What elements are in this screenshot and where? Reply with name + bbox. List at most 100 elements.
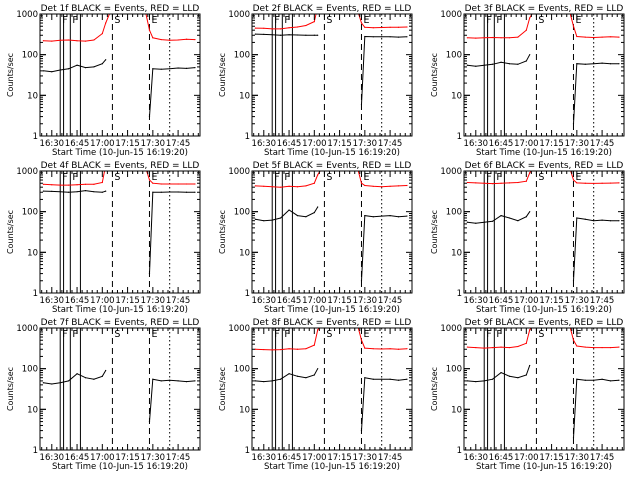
lld-series-point xyxy=(185,183,188,185)
lld-series xyxy=(467,14,619,39)
lld-series-point xyxy=(372,27,374,29)
events-series-point xyxy=(148,115,151,118)
events-series-point xyxy=(508,217,511,219)
lld-series-point xyxy=(313,344,315,346)
lld-series-point xyxy=(263,348,265,351)
lld-series-point xyxy=(360,22,363,24)
y-tick-label: 1 xyxy=(245,446,250,456)
events-series-point xyxy=(280,34,282,36)
x-axis-label: Start Time (10-Jun-15 16:19:20) xyxy=(52,148,188,158)
x-tick-label: 17:45 xyxy=(590,296,615,306)
lld-series xyxy=(255,328,407,351)
events-series-point xyxy=(406,215,408,217)
events-series xyxy=(467,211,619,281)
lld-series-point xyxy=(305,348,307,350)
marker-label-f: F xyxy=(72,172,77,183)
events-series-point xyxy=(288,209,290,211)
events-series-point xyxy=(406,36,408,38)
lld-series-point xyxy=(317,329,319,331)
lld-series-point xyxy=(593,36,595,39)
lld-series-point xyxy=(194,183,196,185)
lld-series-point xyxy=(406,26,408,28)
events-series-point xyxy=(76,191,78,193)
marker-label-f: F xyxy=(62,15,67,26)
events-series-point xyxy=(296,34,299,36)
events-series-point xyxy=(593,379,595,381)
y-axis-label: Counts/sec xyxy=(430,367,439,411)
x-tick-label: 17:00 xyxy=(90,453,115,463)
marker-label-f: F xyxy=(284,329,289,340)
x-tick-label: 17:00 xyxy=(302,453,327,463)
data-area xyxy=(254,328,408,450)
marker-label-f: F xyxy=(62,329,67,340)
events-series-point xyxy=(466,64,468,66)
data-area xyxy=(466,328,620,450)
events-series-point xyxy=(572,437,575,439)
events-series-point xyxy=(84,189,87,192)
x-tick-label: 16:30 xyxy=(464,296,489,306)
lld-series-point xyxy=(280,186,282,188)
lld-series-point xyxy=(42,183,44,185)
lld-series-point xyxy=(59,184,61,186)
events-series-point xyxy=(194,191,196,193)
data-area xyxy=(466,14,620,136)
lld-series-point xyxy=(271,28,273,30)
x-tick-label: 17:30 xyxy=(141,139,166,149)
lld-series-point xyxy=(76,40,78,42)
events-series-point xyxy=(576,217,578,219)
lld-series-point xyxy=(177,183,179,185)
x-tick-label: 16:30 xyxy=(40,296,65,306)
marker-label-s: S xyxy=(114,172,120,183)
lld-series-point xyxy=(160,38,162,41)
lld-series-point xyxy=(609,182,612,184)
y-tick-label: 1000 xyxy=(440,324,462,334)
lld-series xyxy=(255,171,407,188)
events-series-point xyxy=(84,377,87,379)
lld-series-point xyxy=(105,22,107,24)
events-series-point xyxy=(517,220,519,222)
lld-series-point xyxy=(76,184,78,186)
x-tick-label: 17:00 xyxy=(514,139,539,149)
events-series-point xyxy=(263,220,265,222)
lld-series-point xyxy=(593,182,595,185)
events-series-point xyxy=(160,68,162,70)
lld-series-point xyxy=(51,40,53,42)
lld-series-point xyxy=(500,37,502,39)
events-series-point xyxy=(475,65,477,67)
events-series-point xyxy=(483,380,485,382)
x-tick-label: 17:30 xyxy=(565,139,590,149)
y-tick-label: 10 xyxy=(239,91,250,101)
events-series-point xyxy=(609,220,612,222)
x-tick-label: 17:00 xyxy=(514,453,539,463)
events-series-point xyxy=(185,191,188,193)
events-series-point xyxy=(51,383,53,385)
events-series-point xyxy=(280,378,282,380)
plot-frame xyxy=(39,13,201,137)
x-tick-label: 17:00 xyxy=(514,296,539,306)
lld-series-point xyxy=(529,17,531,19)
plot-frame xyxy=(463,170,625,294)
events-series xyxy=(255,206,407,281)
x-tick-label: 17:15 xyxy=(115,296,140,306)
lld-series-point xyxy=(475,182,477,184)
lld-series-point xyxy=(381,26,383,29)
y-tick-label: 100 xyxy=(234,208,250,218)
x-tick-label: 17:30 xyxy=(353,139,378,149)
events-series-point xyxy=(508,63,511,65)
y-axis-label: Counts/sec xyxy=(6,367,15,411)
events-series-point xyxy=(59,191,61,193)
lld-series-point xyxy=(296,26,299,28)
events-series-point xyxy=(177,380,179,382)
events-series-point xyxy=(517,63,519,65)
events-series-point xyxy=(296,215,299,217)
events-series-point xyxy=(500,372,502,374)
events-series-point xyxy=(397,216,400,218)
marker-label-f: F xyxy=(274,329,279,340)
events-series xyxy=(467,365,619,438)
marker-label-f: F xyxy=(496,172,501,183)
y-tick-label: 100 xyxy=(446,365,462,375)
y-tick-label: 100 xyxy=(22,51,38,61)
x-tick-label: 17:45 xyxy=(590,139,615,149)
